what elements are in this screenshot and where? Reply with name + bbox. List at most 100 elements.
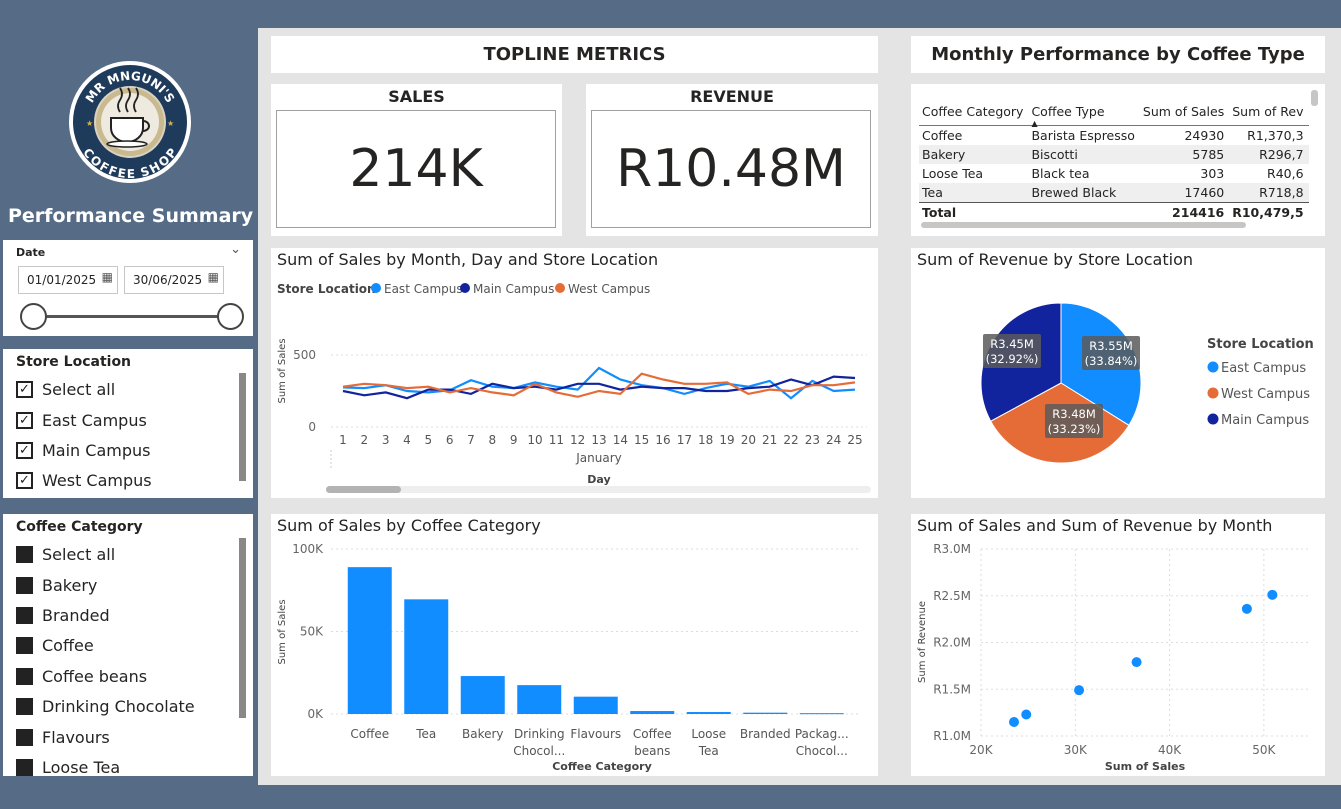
legend-label[interactable]: Main Campus	[473, 282, 554, 296]
table-vertical-scrollbar[interactable]	[1311, 90, 1318, 106]
start-date-input[interactable]: 01/01/2025 ▦	[18, 266, 118, 294]
bar[interactable]	[743, 712, 788, 714]
bar[interactable]	[799, 713, 844, 715]
store-slicer-title: Store Location	[16, 354, 132, 370]
category-option-label: Loose Tea	[42, 757, 121, 777]
x-tick-label: 22	[783, 433, 798, 447]
checkbox-icon[interactable]	[16, 636, 33, 654]
checkbox-checked-icon[interactable]: ✓	[16, 471, 33, 489]
table-cell	[1028, 202, 1140, 222]
table-horizontal-scrollbar[interactable]	[921, 222, 1246, 228]
calendar-icon[interactable]: ▦	[207, 270, 219, 284]
y-tick-label: R2.0M	[933, 636, 971, 650]
category-option-coffee-beans[interactable]: Coffee beans	[16, 665, 147, 687]
data-label-percent: (33.23%)	[1048, 422, 1101, 436]
checkbox-icon[interactable]	[16, 545, 33, 563]
column-header-label: Coffee Type	[1031, 104, 1105, 119]
checkbox-icon[interactable]	[16, 606, 33, 624]
category-option-bakery[interactable]: Bakery	[16, 574, 97, 596]
table-row: Bakery Biscotti 5785 R296,7	[919, 145, 1309, 164]
x-tick-label: 5	[425, 433, 433, 447]
date-slider-end-handle[interactable]	[217, 303, 244, 330]
column-header[interactable]: Coffee Category	[919, 96, 1029, 126]
checkbox-icon[interactable]	[16, 728, 33, 746]
checkbox-icon[interactable]	[16, 576, 33, 594]
category-option-coffee[interactable]: Coffee	[16, 634, 94, 656]
category-option-select-all[interactable]: Select all	[16, 543, 115, 565]
scatter-point[interactable]	[1267, 589, 1278, 600]
data-label-background	[983, 334, 1041, 368]
legend-label[interactable]: Main Campus	[1221, 413, 1309, 428]
checkbox-checked-icon[interactable]: ✓	[16, 441, 33, 459]
scatter-point[interactable]	[1241, 603, 1252, 614]
bar[interactable]	[573, 696, 618, 714]
series-line-west-campus	[342, 372, 856, 398]
column-header-sorted[interactable]: Coffee Type ▲	[1028, 96, 1140, 128]
x-tick-label: 7	[467, 433, 475, 447]
end-date-value: 30/06/2025	[133, 273, 203, 287]
date-slicer[interactable]: Date ⌄ 01/01/2025 ▦ 30/06/2025 ▦	[3, 240, 253, 336]
revenue-kpi-value: R10.48M	[616, 139, 846, 199]
bar[interactable]	[630, 711, 675, 714]
table-cell: 214416	[1139, 202, 1230, 222]
y-tick-label: 50K	[300, 625, 324, 639]
scatter-point[interactable]	[1021, 709, 1032, 720]
legend-label[interactable]: East Campus	[1221, 361, 1306, 376]
x-tick-label: Bakery	[462, 727, 504, 741]
sales-line-chart-card: Sum of Sales by Month, Day and Store Loc…	[271, 248, 878, 498]
line-chart-scrollbar-track[interactable]	[326, 486, 871, 493]
date-range-slider-track[interactable]	[33, 315, 233, 318]
coffee-shop-logo: MR MNGUNI'S COFFEE SHOP ★ ★	[69, 61, 191, 183]
checkbox-icon[interactable]	[16, 697, 33, 715]
store-option-east-campus[interactable]: ✓ East Campus	[16, 409, 147, 431]
category-option-label: Bakery	[42, 575, 98, 595]
scatter-point[interactable]	[1009, 716, 1019, 727]
chevron-down-icon[interactable]: ⌄	[230, 242, 241, 257]
category-option-drinking-chocolate[interactable]: Drinking Chocolate	[16, 695, 195, 717]
category-option-flavours[interactable]: Flavours	[16, 726, 110, 748]
bar[interactable]	[404, 599, 449, 714]
y-tick-label: R3.0M	[933, 542, 971, 556]
scatter-point[interactable]	[1074, 685, 1085, 696]
x-tick-label: 20	[741, 433, 756, 447]
date-slicer-label: Date	[16, 246, 46, 259]
table-row: Loose Tea Black tea 303 R40,6	[919, 164, 1309, 183]
legend-label[interactable]: West Campus	[568, 282, 650, 296]
bar[interactable]	[686, 712, 731, 714]
bar[interactable]	[347, 567, 392, 714]
x-tick-label: 21	[762, 433, 777, 447]
store-slicer-scrollbar[interactable]	[239, 373, 246, 481]
store-option-select-all[interactable]: ✓ Select all	[16, 378, 115, 400]
x-tick-label: 23	[805, 433, 820, 447]
category-option-loose-tea[interactable]: Loose Tea	[16, 756, 120, 776]
date-slider-start-handle[interactable]	[20, 303, 47, 330]
checkbox-icon[interactable]	[16, 758, 33, 776]
checkbox-checked-icon[interactable]: ✓	[16, 380, 33, 398]
pie-chart: R3.55M(33.84%) R3.48M(33.23%) R3.45M(32.92…	[980, 302, 1314, 464]
x-tick-label: 11	[549, 433, 564, 447]
bar[interactable]	[517, 685, 562, 714]
x-tick-label: Flavours	[570, 727, 621, 741]
checkbox-checked-icon[interactable]: ✓	[16, 411, 33, 429]
line-chart-scrollbar-thumb[interactable]	[326, 486, 401, 493]
legend-label[interactable]: West Campus	[1221, 387, 1310, 402]
column-header[interactable]: Sum of Rev	[1229, 96, 1309, 126]
legend-label[interactable]: East Campus	[384, 282, 463, 296]
x-tick-label: 17	[677, 433, 692, 447]
checkbox-icon[interactable]	[16, 667, 33, 685]
calendar-icon[interactable]: ▦	[101, 270, 113, 284]
column-header[interactable]: Sum of Sales	[1139, 96, 1230, 126]
scatter-point[interactable]	[1131, 657, 1142, 668]
category-option-label: Drinking Chocolate	[42, 696, 195, 716]
category-slicer-scrollbar[interactable]	[239, 538, 246, 718]
legend-marker	[1207, 361, 1219, 373]
end-date-input[interactable]: 30/06/2025 ▦	[124, 266, 224, 294]
topline-header: TOPLINE METRICS	[271, 36, 878, 73]
table-cell: Brewed Black	[1028, 183, 1140, 203]
performance-summary-title: Performance Summary	[8, 205, 254, 227]
y-tick-label: R2.5M	[933, 589, 971, 603]
bar[interactable]	[460, 676, 505, 714]
store-option-main-campus[interactable]: ✓ Main Campus	[16, 439, 150, 461]
store-option-west-campus[interactable]: ✓ West Campus	[16, 469, 152, 491]
category-option-branded[interactable]: Branded	[16, 604, 110, 626]
